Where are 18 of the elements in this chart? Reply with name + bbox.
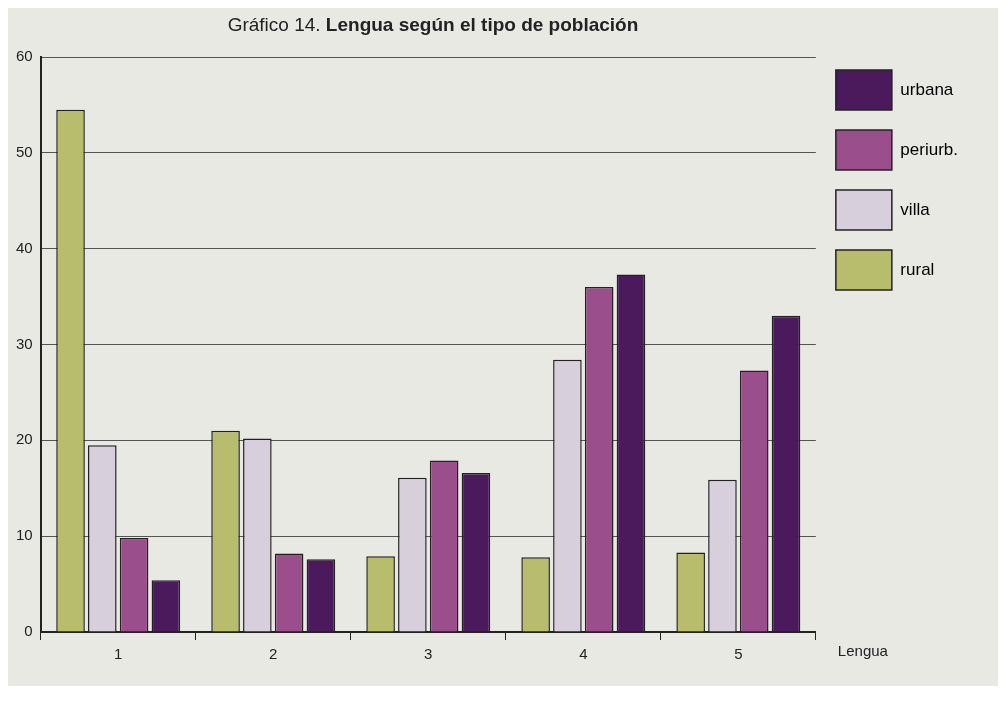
legend-label: villa — [900, 199, 931, 219]
y-tick-label: 0 — [24, 622, 33, 640]
chart-title: Gráfico 14. Lengua según el tipo de población — [227, 14, 639, 35]
x-axis-title: Lengua — [837, 641, 889, 659]
y-tick-label: 50 — [16, 142, 33, 160]
legend-label: rural — [900, 259, 935, 279]
x-tick-label: 4 — [579, 645, 588, 663]
y-tick-label: 10 — [16, 526, 33, 544]
x-tick-label: 1 — [114, 645, 123, 663]
x-tick-label: 2 — [269, 645, 278, 663]
legend-label: urbana — [900, 79, 954, 99]
x-tick-label: 5 — [734, 645, 743, 663]
legend-label: periurb. — [900, 139, 958, 159]
y-tick-label: 30 — [16, 334, 33, 352]
x-tick-label: 3 — [424, 645, 433, 663]
y-tick-label: 60 — [16, 47, 33, 65]
y-tick-label: 20 — [16, 430, 33, 448]
y-tick-label: 40 — [16, 238, 33, 256]
